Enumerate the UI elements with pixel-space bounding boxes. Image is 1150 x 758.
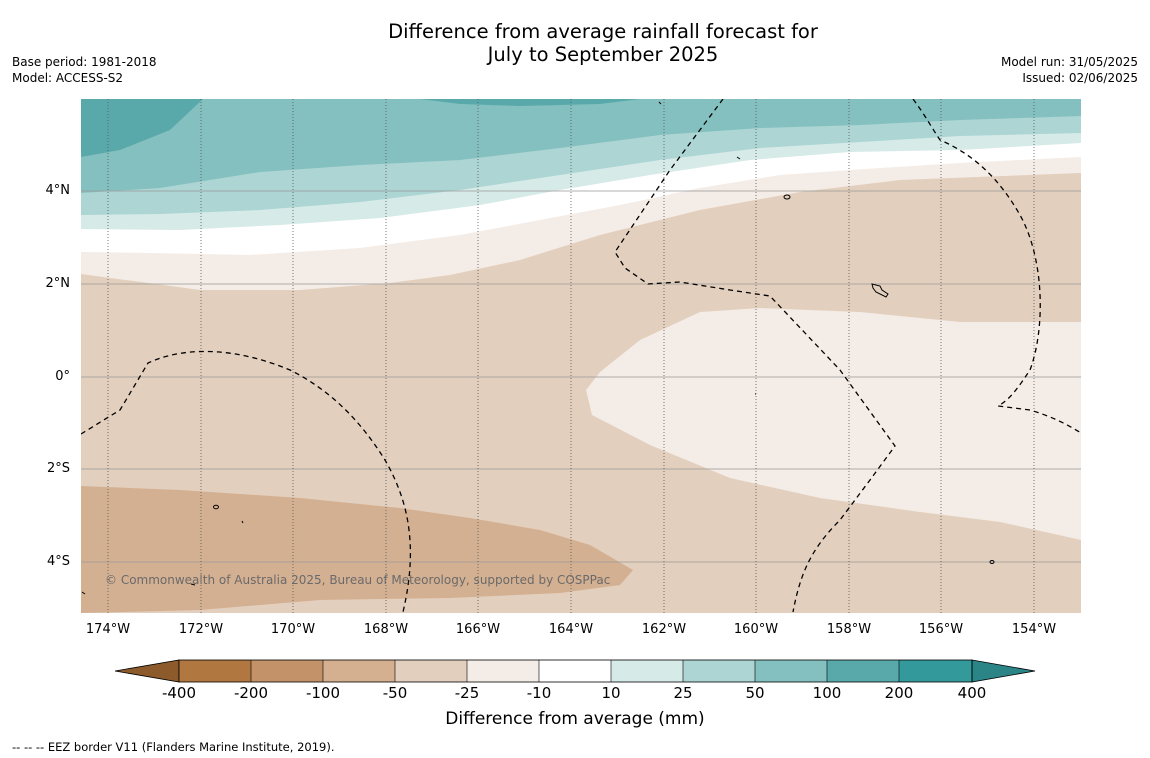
cb-tick-6: 10 xyxy=(601,684,621,702)
eez-legend-note: -- -- -- EEZ border V11 (Flanders Marine… xyxy=(12,740,335,754)
meta-right: Model run: 31/05/2025 Issued: 02/06/2025 xyxy=(1001,55,1138,86)
cb-tick-9: 100 xyxy=(812,684,842,702)
colorbar-seg-8 xyxy=(683,660,755,682)
lon-label-156w: 156°W xyxy=(918,622,964,637)
lon-label-160w: 160°W xyxy=(733,622,779,637)
model-run: Model run: 31/05/2025 xyxy=(1000,55,1138,69)
issued-date: Issued: 02/06/2025 xyxy=(1022,70,1138,85)
cb-tick-8: 50 xyxy=(745,684,765,702)
colorbar-seg-6 xyxy=(539,660,611,682)
cb-tick-4: -25 xyxy=(454,684,480,702)
colorbar-extend-low xyxy=(114,659,180,683)
colorbar-seg-4 xyxy=(395,660,467,682)
lat-label-2s: 2°S xyxy=(46,461,70,476)
lon-label-170w: 170°W xyxy=(270,622,316,637)
lat-label-4n: 4°N xyxy=(45,183,71,198)
islands xyxy=(81,101,995,595)
contour-neg25-neg10-east xyxy=(586,308,1081,540)
contour-pos100-pos200-north xyxy=(420,99,640,106)
cb-tick-0: -400 xyxy=(161,684,197,702)
colorbar-seg-10 xyxy=(827,660,899,682)
rainfall-contours xyxy=(81,99,1081,613)
cb-tick-10: 200 xyxy=(884,684,914,702)
colorbar-seg-3 xyxy=(323,660,395,682)
lat-label-4s: 4°S xyxy=(46,554,70,569)
copyright-notice: © Commonwealth of Australia 2025, Bureau… xyxy=(105,573,611,587)
lon-label-154w: 154°W xyxy=(1011,622,1057,637)
eez-borders xyxy=(81,99,1081,613)
contour-pos100-pos200-west xyxy=(81,99,203,157)
colorbar-extend-high xyxy=(971,659,1036,683)
cb-tick-3: -50 xyxy=(382,684,408,702)
lon-label-168w: 168°W xyxy=(363,622,409,637)
lat-gridlines xyxy=(81,190,1081,563)
cb-tick-1: -200 xyxy=(233,684,269,702)
colorbar-seg-11 xyxy=(899,660,972,682)
lon-label-164w: 164°W xyxy=(548,622,594,637)
contour-neg100-neg50 xyxy=(81,486,633,613)
cb-tick-2: -100 xyxy=(305,684,341,702)
title-line-2: July to September 2025 xyxy=(487,43,719,66)
colorbar-seg-2 xyxy=(251,660,323,682)
base-period: Base period: 1981-2018 xyxy=(12,55,157,69)
map-title: Difference from average rainfall forecas… xyxy=(0,20,1150,66)
contour-pos50-pos100 xyxy=(81,99,1081,193)
lon-label-174w: 174°W xyxy=(85,622,131,637)
meta-left: Base period: 1981-2018 Model: ACCESS-S2 xyxy=(12,55,157,86)
colorbar xyxy=(114,659,1036,683)
model-name: Model: ACCESS-S2 xyxy=(12,70,124,85)
lon-label-166w: 166°W xyxy=(455,622,501,637)
colorbar-seg-7 xyxy=(611,660,683,682)
colorbar-seg-1 xyxy=(179,660,251,682)
lon-label-172w: 172°W xyxy=(178,622,224,637)
lon-label-158w: 158°W xyxy=(826,622,872,637)
lon-label-162w: 162°W xyxy=(641,622,687,637)
lat-label-0: 0° xyxy=(55,369,70,384)
colorbar-title: Difference from average (mm) xyxy=(445,709,705,729)
title-line-1: Difference from average rainfall forecas… xyxy=(388,20,818,43)
cb-tick-7: 25 xyxy=(673,684,693,702)
cb-tick-11: 400 xyxy=(957,684,987,702)
colorbar-seg-5 xyxy=(467,660,539,682)
cb-tick-5: -10 xyxy=(526,684,552,702)
colorbar-seg-9 xyxy=(755,660,827,682)
lat-label-2n: 2°N xyxy=(45,276,71,291)
